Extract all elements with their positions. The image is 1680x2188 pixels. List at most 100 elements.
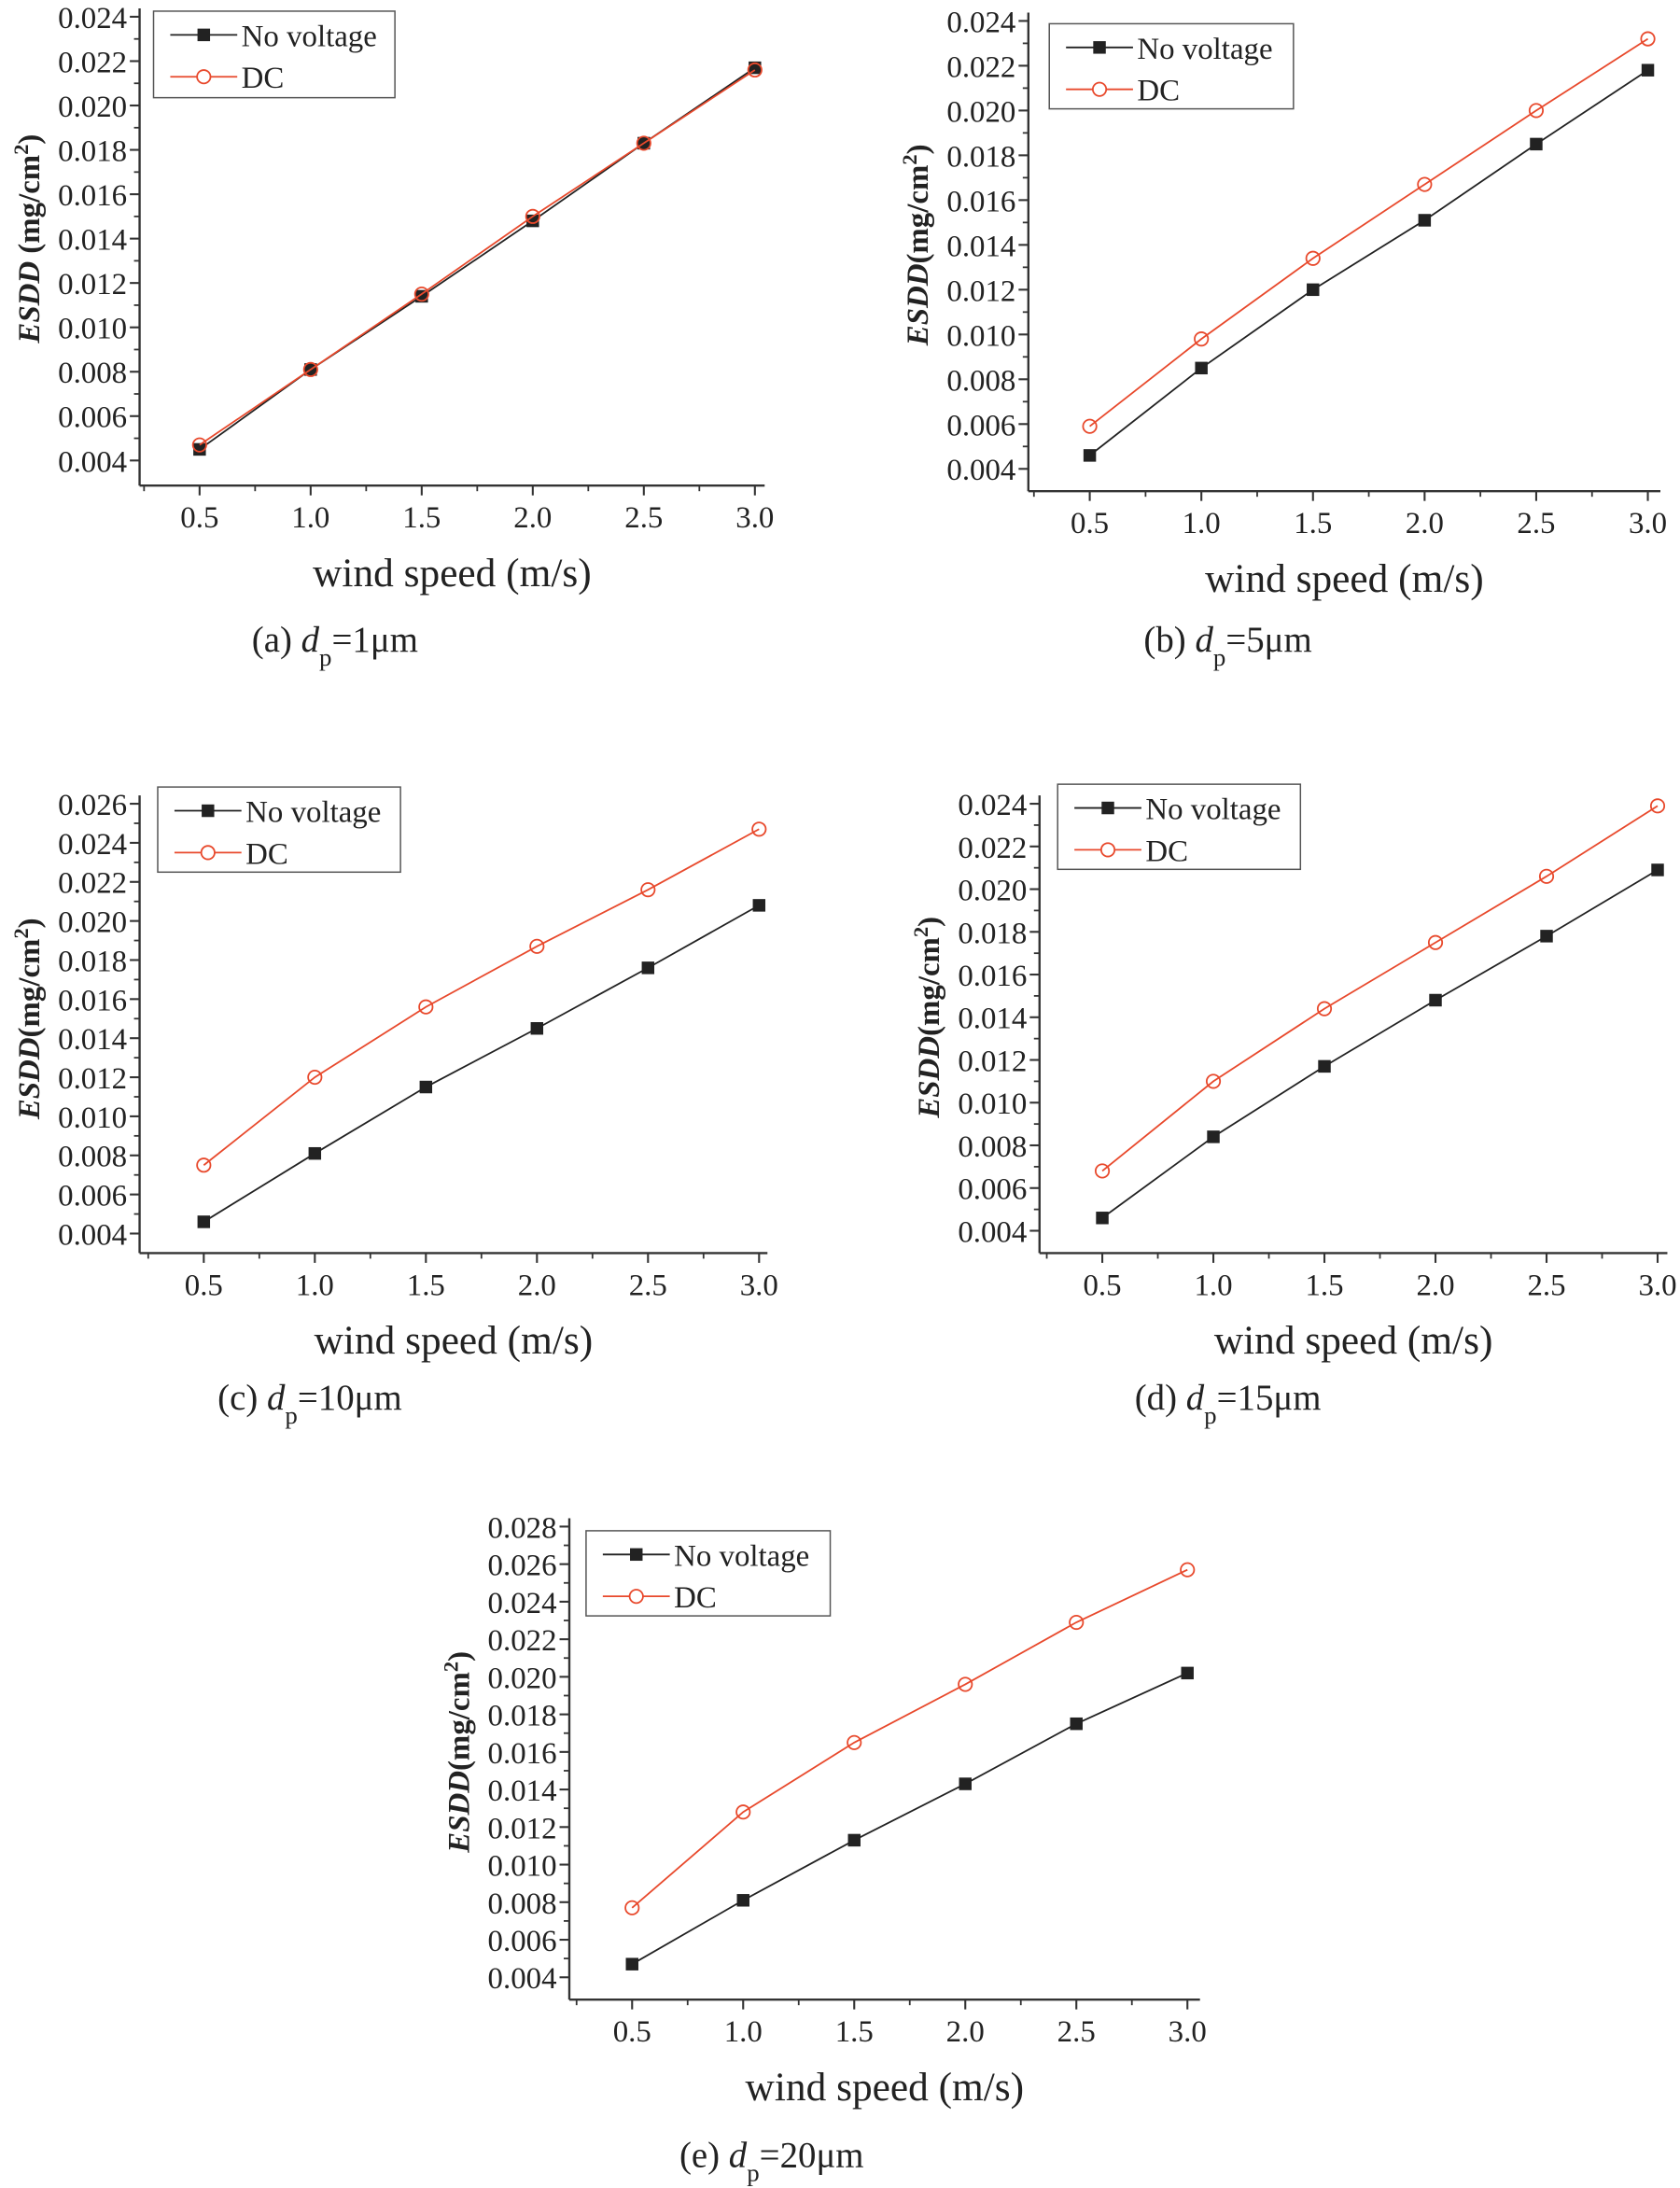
- legend-label: No voltage: [242, 20, 377, 53]
- data-point-dc: [413, 286, 429, 302]
- data-point-dc: [1649, 798, 1666, 814]
- y-tick-label: 0.020: [946, 95, 1015, 129]
- legend-label: DC: [245, 837, 288, 871]
- data-point-no-voltage: [308, 1146, 322, 1160]
- caption-prefix: (d): [1135, 1378, 1186, 1418]
- data-point-dc: [640, 882, 656, 898]
- y-tick-label: 0.010: [946, 319, 1015, 353]
- y-tick-label: 0.008: [488, 1887, 557, 1921]
- legend-marker-dc: [196, 69, 212, 85]
- x-tick-label: 1.5: [1294, 507, 1332, 540]
- x-tick-label: 1.0: [1183, 507, 1221, 540]
- x-tick-label: 2.5: [1517, 507, 1555, 540]
- y-tick-label: 0.012: [58, 1062, 127, 1096]
- data-point-dc: [747, 62, 763, 78]
- data-point-dc: [751, 821, 767, 837]
- y-tick-label: 0.024: [58, 2, 127, 35]
- caption-prefix: (b): [1143, 620, 1195, 660]
- series-line-no-voltage: [203, 905, 760, 1223]
- x-tick-label: 2.5: [629, 1269, 667, 1302]
- series-line-no-voltage: [1101, 869, 1659, 1219]
- legend: No voltage DC: [157, 786, 401, 874]
- series-line-dc: [1101, 805, 1659, 1172]
- data-point-dc: [418, 999, 434, 1015]
- y-axis-label: ESDD(mg/cm2): [439, 1651, 476, 1854]
- legend-marker-dc: [628, 1589, 644, 1605]
- x-tick-label: 3.0: [735, 501, 774, 535]
- y-axis-label: ESDD(mg/cm2): [909, 917, 947, 1119]
- caption-suffix: =5μm: [1225, 620, 1311, 660]
- y-tick-label: 0.010: [488, 1850, 557, 1884]
- data-point-dc: [196, 1157, 212, 1173]
- legend-label: No voltage: [674, 1539, 809, 1573]
- data-point-no-voltage: [1429, 993, 1442, 1007]
- data-point-no-voltage: [736, 1894, 749, 1907]
- y-tick-label: 0.018: [946, 140, 1015, 174]
- caption-prefix: (e): [679, 2136, 729, 2176]
- y-tick-label: 0.020: [58, 91, 127, 124]
- x-tick-label: 1.0: [724, 2015, 763, 2049]
- legend-marker-no-voltage: [1101, 801, 1114, 815]
- chart-panel-a: 0.004 0.006 0.008 0.010 0.012 0.014 0.016 0.018…: [8, 2, 774, 671]
- x-tick-label: 0.5: [180, 501, 218, 535]
- y-tick-label: 0.012: [958, 1045, 1027, 1078]
- x-tick-label: 1.0: [291, 501, 329, 535]
- data-point-dc: [307, 1069, 323, 1086]
- caption-subscript: p: [1204, 1401, 1216, 1429]
- data-point-no-voltage: [419, 1080, 433, 1094]
- y-tick-label: 0.024: [488, 1587, 557, 1620]
- y-tick-label: 0.014: [58, 1023, 127, 1057]
- legend-box: [1057, 783, 1302, 871]
- y-tick-label: 0.016: [946, 185, 1015, 218]
- y-tick-label: 0.028: [488, 1511, 557, 1545]
- data-point-no-voltage: [1096, 1212, 1109, 1225]
- series-line-no-voltage: [631, 1672, 1188, 1965]
- y-axis-label-main: ESDD: [902, 264, 935, 347]
- y-axis-label-main: ESDD: [13, 1037, 47, 1120]
- y-tick-label: 0.024: [958, 789, 1027, 822]
- y-tick-label: 0.020: [488, 1662, 557, 1695]
- data-point-no-voltage: [625, 1957, 638, 1971]
- y-tick-label: 0.012: [488, 1812, 557, 1845]
- y-tick-label: 0.010: [58, 313, 127, 346]
- data-point-no-voltage: [1207, 1130, 1220, 1143]
- data-point-dc: [1069, 1614, 1085, 1631]
- caption-symbol: d: [1195, 620, 1213, 660]
- panel-caption: (b) dp=5μm: [1143, 620, 1311, 671]
- y-axis-label: ESDD(mg/cm2): [898, 144, 936, 346]
- y-tick-label: 0.022: [958, 832, 1027, 865]
- y-tick-label: 0.024: [946, 6, 1015, 39]
- y-tick-label: 0.022: [58, 46, 127, 79]
- data-point-no-voltage: [1418, 214, 1432, 227]
- y-tick-label: 0.018: [58, 945, 127, 978]
- data-point-no-voltage: [1540, 930, 1553, 943]
- y-axis-label-unit: (mg/cm: [442, 1672, 476, 1771]
- data-point-dc: [1427, 934, 1444, 950]
- y-tick-label: 0.006: [946, 409, 1015, 442]
- y-tick-label: 0.004: [946, 454, 1015, 487]
- y-tick-label: 0.026: [488, 1550, 557, 1583]
- y-axis-label-close: ): [902, 144, 935, 154]
- caption-subscript: p: [285, 1401, 297, 1429]
- x-tick-label: 2.5: [624, 501, 663, 535]
- x-tick-label: 2.0: [518, 1269, 556, 1302]
- y-axis-label-close: ): [13, 134, 47, 145]
- x-tick-label: 0.5: [1071, 507, 1109, 540]
- data-point-dc: [636, 135, 651, 151]
- data-point-no-voltage: [1307, 283, 1320, 297]
- panel-caption: (e) dp=20μm: [679, 2136, 864, 2187]
- y-tick-label: 0.016: [488, 1737, 557, 1771]
- caption-symbol: d: [267, 1378, 286, 1418]
- legend: No voltage DC: [152, 10, 396, 99]
- x-tick-label: 1.0: [1194, 1269, 1232, 1302]
- y-axis-label-unit: (mg/cm: [902, 165, 935, 264]
- x-tick-label: 3.0: [1169, 2015, 1207, 2049]
- data-point-dc: [302, 361, 318, 377]
- x-tick-label: 2.0: [1416, 1269, 1454, 1302]
- caption-suffix: =15μm: [1217, 1378, 1322, 1418]
- y-tick-label: 0.008: [958, 1130, 1027, 1164]
- y-tick-label: 0.022: [946, 50, 1015, 84]
- y-axis-label-sup: 2: [439, 1662, 462, 1672]
- legend-label: DC: [242, 62, 285, 95]
